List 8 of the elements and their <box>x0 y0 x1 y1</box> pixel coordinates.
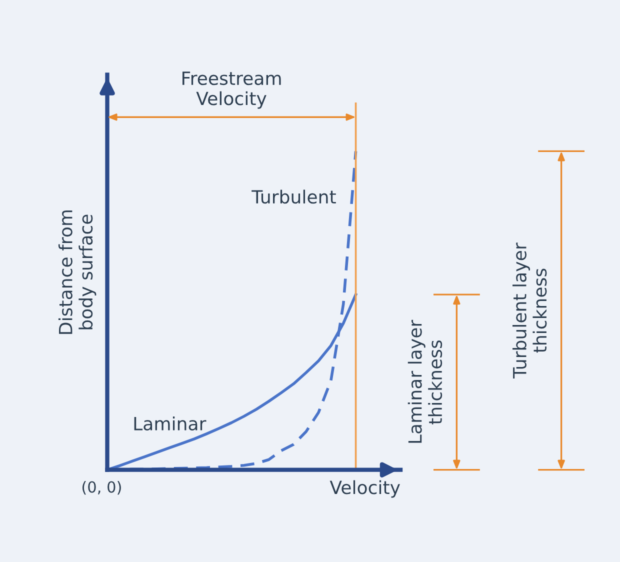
y-axis-title: Distance from body surface <box>58 210 96 334</box>
series-label: Laminar <box>134 416 206 430</box>
text: Turbulent layer thickness <box>512 242 547 378</box>
series-label: Turbulent <box>252 190 336 204</box>
text: (0, 0) <box>82 480 121 495</box>
text: Freestream Velocity <box>182 72 281 109</box>
text: Laminar layer thickness <box>408 320 442 443</box>
x-axis-title: Velocity <box>330 480 400 498</box>
